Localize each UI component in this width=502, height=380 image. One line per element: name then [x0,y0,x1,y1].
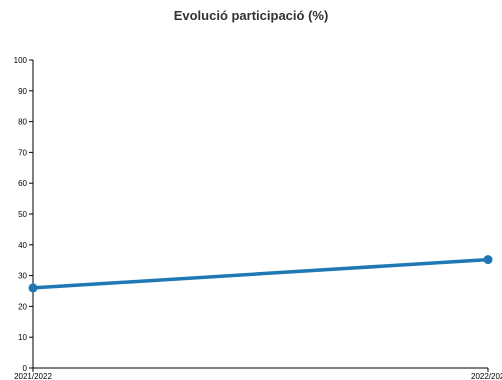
y-tick-label: 90 [18,87,27,96]
x-tick-label: 2021/2022 [14,372,52,380]
x-axis: 2021/2022 2022/2023 [14,367,502,380]
y-tick-label: 80 [18,118,27,127]
x-tick-label: 2022/2023 [471,372,502,380]
data-point[interactable] [483,255,493,265]
y-tick-label: 40 [18,241,27,250]
y-tick-label: 60 [18,179,27,188]
y-tick-label: 30 [18,272,27,281]
y-tick-label: 50 [18,210,27,219]
y-tick-label: 70 [18,148,27,157]
y-tick-label: 20 [18,302,27,311]
series-layer [28,255,493,293]
y-tick-label: 0 [23,364,28,373]
data-point[interactable] [28,283,38,293]
y-axis: 0 10 20 30 40 50 60 70 80 90 100 [14,56,34,373]
y-tick-label: 10 [18,333,27,342]
chart-title: Evolució participació (%) [173,8,329,23]
y-tick-label: 100 [14,56,28,65]
series-line [31,257,490,290]
